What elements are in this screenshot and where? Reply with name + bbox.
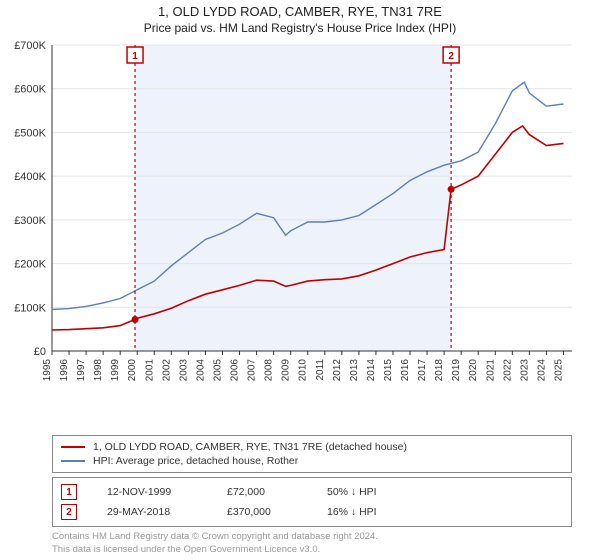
y-tick-label: £100K (14, 302, 46, 314)
credits: Contains HM Land Registry data © Crown c… (52, 531, 572, 556)
marker-price-2: £370,000 (227, 506, 297, 518)
legend: 1, OLD LYDD ROAD, CAMBER, RYE, TN31 7RE … (52, 435, 572, 473)
y-tick-label: £700K (14, 40, 46, 52)
x-tick-label: 2016 (400, 359, 411, 382)
x-tick-label: 2010 (298, 359, 309, 382)
marker-badge-1: 1 (61, 484, 77, 500)
legend-swatch-hpi (61, 460, 85, 462)
x-tick-label: 1995 (42, 359, 53, 382)
x-tick-label: 2017 (417, 359, 428, 382)
marker-price-1: £72,000 (227, 486, 297, 498)
x-tick-label: 1999 (110, 359, 121, 382)
marker-dot (448, 186, 455, 193)
x-tick-label: 2008 (264, 359, 275, 382)
legend-item-paid: 1, OLD LYDD ROAD, CAMBER, RYE, TN31 7RE … (61, 440, 563, 454)
y-tick-label: £400K (14, 171, 46, 183)
y-tick-label: £300K (14, 215, 46, 227)
x-tick-label: 1996 (59, 359, 70, 382)
y-tick-label: £200K (14, 259, 46, 271)
chart-title: 1, OLD LYDD ROAD, CAMBER, RYE, TN31 7RE (0, 4, 600, 19)
marker-delta-2: 16% ↓ HPI (327, 506, 377, 518)
chart-subtitle: Price paid vs. HM Land Registry's House … (0, 21, 600, 35)
x-tick-label: 2018 (434, 359, 445, 382)
marker-delta-1: 50% ↓ HPI (327, 486, 377, 498)
x-tick-label: 2024 (536, 359, 547, 382)
y-tick-label: £0 (34, 346, 46, 358)
x-tick-label: 2000 (127, 359, 138, 382)
chart-plot-area: £0 £100K £200K £300K £400K £500K £600K £700K 199… (0, 37, 600, 431)
x-tick-label: 2007 (247, 359, 258, 382)
marker-row-1: 1 12-NOV-1999 £72,000 50% ↓ HPI (61, 482, 563, 502)
x-tick-label: 2011 (315, 359, 326, 381)
legend-swatch-paid (61, 446, 85, 448)
chart-svg: £0 £100K £200K £300K £400K £500K £600K £700K 199… (0, 37, 600, 397)
sale-markers-table: 1 12-NOV-1999 £72,000 50% ↓ HPI 2 29-MAY… (52, 477, 572, 527)
x-tick-label: 2006 (230, 359, 241, 382)
x-tick-label: 2019 (451, 359, 462, 382)
marker-row-2: 2 29-MAY-2018 £370,000 16% ↓ HPI (61, 502, 563, 522)
legend-item-hpi: HPI: Average price, detached house, Roth… (61, 454, 563, 468)
marker-dot (132, 316, 139, 323)
x-tick-label: 2009 (281, 359, 292, 382)
x-tick-label: 2015 (383, 359, 394, 382)
price-paid-band (135, 45, 451, 351)
x-tick-label: 2001 (144, 359, 155, 382)
x-tick-label: 2004 (195, 359, 206, 382)
x-tick-label: 2012 (332, 359, 343, 382)
x-tick-label: 2014 (366, 359, 377, 382)
x-tick-label: 2025 (553, 359, 564, 382)
x-tick-label: 2013 (349, 359, 360, 382)
legend-label-hpi: HPI: Average price, detached house, Roth… (93, 455, 298, 467)
marker-badge-num: 1 (132, 51, 138, 62)
x-tick-label: 2021 (485, 359, 496, 382)
x-tick-label: 1997 (76, 359, 87, 382)
x-tick-label: 2005 (212, 359, 223, 382)
y-tick-label: £500K (14, 127, 46, 139)
legend-label-paid: 1, OLD LYDD ROAD, CAMBER, RYE, TN31 7RE … (93, 441, 407, 453)
marker-date-1: 12-NOV-1999 (107, 486, 197, 498)
x-tick-label: 2022 (502, 359, 513, 382)
x-tick-label: 2020 (468, 359, 479, 382)
credits-line-1: Contains HM Land Registry data © Crown c… (52, 531, 572, 543)
marker-badge-2: 2 (61, 504, 77, 520)
credits-line-2: This data is licensed under the Open Gov… (52, 544, 572, 556)
y-tick-label: £600K (14, 84, 46, 96)
x-tick-label: 2003 (178, 359, 189, 382)
x-tick-label: 2002 (161, 359, 172, 382)
x-tick-label: 2023 (519, 359, 530, 382)
marker-date-2: 29-MAY-2018 (107, 506, 197, 518)
marker-badge-num: 2 (448, 51, 454, 62)
x-tick-label: 1998 (93, 359, 104, 382)
